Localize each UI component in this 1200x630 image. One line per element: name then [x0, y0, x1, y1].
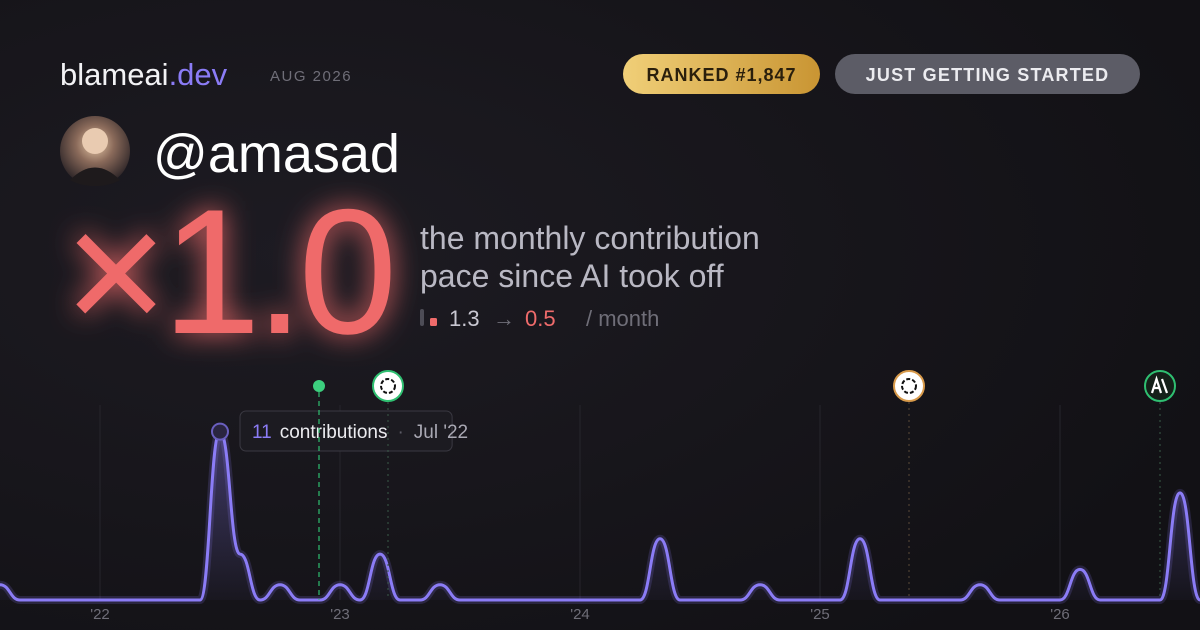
before-value: 1.3	[449, 306, 480, 331]
x-tick-label: '23	[330, 606, 350, 623]
tooltip-unit: contributions	[280, 422, 388, 443]
rank-badge: RANKED #1,847	[646, 65, 796, 85]
line	[0, 430, 1200, 602]
tooltip-separator: ·	[397, 422, 403, 443]
handle: @amasad	[153, 124, 400, 184]
line-area	[0, 431, 1200, 600]
before-icon	[420, 309, 424, 326]
period: AUG 2026	[270, 68, 352, 85]
status-badge: JUST GETTING STARTED	[866, 65, 1110, 85]
rank-badge-bg	[623, 54, 820, 94]
tooltip-label: Jul '22	[414, 422, 468, 443]
tooltip-value: 11	[252, 422, 272, 443]
after-icon	[430, 318, 437, 326]
pace-line: 1.3 → 0.5 / month	[449, 306, 659, 331]
arrow: →	[493, 306, 515, 331]
description-line-1: the monthly contribution	[420, 220, 760, 256]
x-tick-label: '26	[1050, 606, 1070, 623]
x-tick-label: '24	[570, 606, 590, 623]
peak-marker	[211, 422, 229, 441]
tooltip-box	[239, 410, 453, 452]
description-line-2: pace since AI took off	[420, 258, 724, 294]
per-unit: / month	[586, 306, 659, 331]
contribution-chart: '22 '23 '24 '25 '26 11 contributions · Jul '22	[0, 405, 1200, 623]
tooltip: 11 contributions · Jul '22	[252, 422, 468, 443]
after-value: 0.5	[525, 306, 556, 331]
brand-tld: .dev	[169, 57, 228, 92]
x-tick-label: '25	[810, 606, 830, 623]
x-tick-label: '22	[90, 606, 110, 623]
status-badge-bg	[835, 54, 1140, 94]
avatar	[60, 116, 130, 186]
brand: blameai.dev	[60, 57, 228, 92]
multiplier: ×1.0	[64, 172, 391, 371]
event-markers	[313, 370, 1176, 600]
brand-name: blameai	[60, 57, 169, 92]
